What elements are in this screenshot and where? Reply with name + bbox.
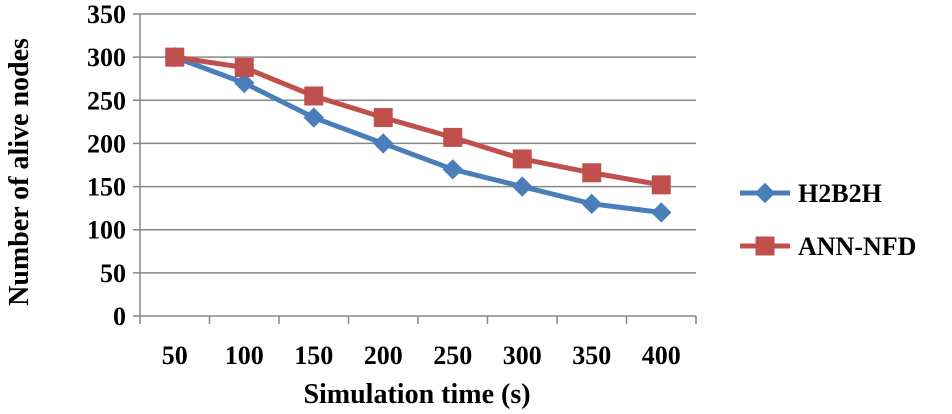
legend-label: H2B2H bbox=[798, 179, 882, 208]
y-tick-label: 350 bbox=[87, 0, 126, 29]
x-axis-title: Simulation time (s) bbox=[303, 379, 530, 410]
legend-item-h2b2h: H2B2H bbox=[740, 179, 882, 208]
legend-item-ann-nfd: ANN-NFD bbox=[740, 232, 916, 261]
data-point bbox=[582, 163, 602, 183]
data-point bbox=[234, 57, 254, 77]
y-tick-label: 250 bbox=[87, 86, 126, 115]
data-point bbox=[442, 159, 463, 180]
y-tick-labels: 0 50 100 150 200 250 300 350 bbox=[87, 0, 126, 331]
x-tick-label: 50 bbox=[162, 341, 188, 370]
x-tick-label: 100 bbox=[225, 341, 264, 370]
data-point bbox=[443, 127, 463, 147]
x-tick-label: 250 bbox=[433, 341, 472, 370]
data-point bbox=[373, 108, 393, 128]
series-line bbox=[172, 54, 664, 188]
x-tick-label: 300 bbox=[503, 341, 542, 370]
legend-marker bbox=[754, 182, 776, 204]
data-point bbox=[512, 176, 533, 197]
data-point bbox=[651, 202, 672, 223]
x-tick-label: 400 bbox=[642, 341, 681, 370]
data-point bbox=[165, 47, 185, 67]
y-tick-label: 150 bbox=[87, 173, 126, 202]
data-point bbox=[651, 175, 671, 195]
y-tick-label: 200 bbox=[87, 129, 126, 158]
x-tick-label: 150 bbox=[294, 341, 333, 370]
y-tick-label: 100 bbox=[87, 216, 126, 245]
data-point bbox=[581, 193, 602, 215]
series-ann-nfd bbox=[165, 47, 671, 195]
data-point bbox=[303, 107, 324, 128]
legend: H2B2H ANN-NFD bbox=[740, 179, 916, 261]
x-tick-label: 200 bbox=[364, 341, 403, 370]
data-point bbox=[512, 149, 532, 169]
series-h2b2h bbox=[164, 46, 672, 223]
data-point bbox=[234, 72, 255, 94]
series-line bbox=[172, 54, 664, 215]
gridlines bbox=[140, 13, 696, 274]
y-tick-label: 0 bbox=[113, 302, 126, 331]
data-point bbox=[373, 133, 394, 154]
series-group bbox=[164, 46, 672, 223]
legend-label: ANN-NFD bbox=[798, 232, 916, 261]
legend-marker bbox=[755, 236, 775, 256]
y-axis-title: Number of alive nodes bbox=[4, 38, 35, 306]
x-tick-labels: 50 100 150 200 250 300 350 400 bbox=[162, 341, 681, 370]
y-tick-label: 300 bbox=[87, 43, 126, 72]
y-tick-label: 50 bbox=[100, 259, 126, 288]
data-point bbox=[304, 86, 324, 106]
x-tick-label: 350 bbox=[572, 341, 611, 370]
axes bbox=[133, 13, 697, 324]
